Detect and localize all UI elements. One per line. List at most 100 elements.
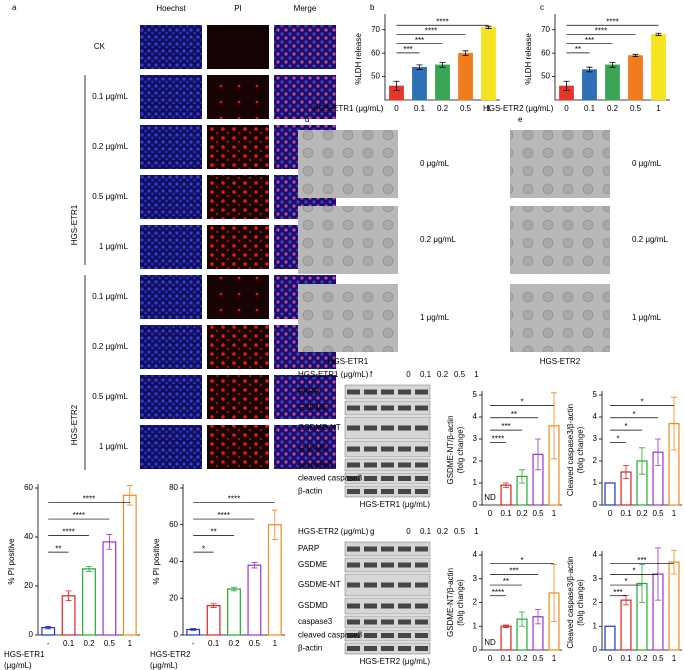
x-tick-label: 0 [394,104,399,113]
y-axis-label: % PI positive [152,538,161,585]
y-tick-label: 3 [473,434,478,443]
blot-band [347,603,360,609]
row-label: 0.5 μg/mL [92,392,128,401]
x-axis-label: HGS-ETR1 (μg/mL) [313,104,384,113]
bar [247,564,262,636]
micrograph [140,75,202,119]
lane-label: 0.2 [437,527,449,536]
y-tick-label: 1 [593,478,598,487]
blot-band [347,546,360,552]
error-bar [623,594,629,606]
micrograph [274,375,336,419]
blot-band [415,646,428,651]
x-tick-label: 1 [552,654,557,663]
blot-band [415,389,428,395]
y-tick-label: 2 [593,598,598,607]
x-tick-label: 0.1 [620,654,632,663]
blot-band [347,633,360,638]
significance-label: **** [492,435,504,444]
row-label: 0.2 μg/mL [92,142,128,151]
error-bar [639,447,645,475]
bar [435,64,450,101]
micrograph [140,125,202,169]
y-tick-label: 0 [473,500,478,509]
y-axis-label: GSDME-NT/β-actin [446,415,455,484]
blot-band [364,582,377,588]
error-bar [655,438,661,466]
error-bar [551,564,557,622]
y-tick-label: 60 [371,48,380,57]
error-bar [393,80,400,92]
y-tick-label: 70 [371,25,380,34]
error-bar [485,25,492,29]
y-axis-label: GSDME-NT/β-actin [446,568,455,637]
x-tick-label: 0.5 [630,104,642,113]
row-label: 0.1 μg/mL [92,92,128,101]
protein-label: PARP [298,544,319,553]
x-tick-label: 0.1 [584,104,596,113]
blot-band [364,633,377,638]
blot-band [415,476,428,481]
error-bar [271,509,278,540]
blot-band [347,446,360,452]
group-label: HGS-ETR1 [70,204,79,245]
lane-label: 0.5 [454,527,466,536]
x-tick-label: 0.1 [414,104,426,113]
error-bar [416,64,423,70]
error-bar [503,624,509,628]
blot-band [398,562,411,568]
blot-band [398,546,411,552]
bar [628,55,643,101]
error-bar [609,62,616,68]
bar [458,52,473,101]
y-tick-label: 0 [29,630,34,639]
y-axis-label: Cleaved caspase3/β-actin [566,404,575,496]
panel-title: HGS-ETR2 [540,357,581,366]
micrograph [207,225,269,269]
x-tick-label: 1 [552,509,557,518]
x-tick-label: 0.5 [532,509,544,518]
x-tick-label: 0.2 [636,654,648,663]
micrograph [207,125,269,169]
panel-letter: e [518,115,523,124]
y-axis-label: (folg change) [456,579,465,626]
significance-label: *** [509,566,518,575]
blot-band [347,405,360,411]
blot-band [347,582,360,588]
bar [267,524,282,636]
blot-footer: HGS-ETR2 (μg/mL) [360,657,431,666]
significance-label: *** [585,36,594,45]
x-tick-label: 1 [273,639,278,648]
y-tick-label: 1 [473,478,478,487]
y-axis-label: (folg change) [576,426,585,473]
blot-band [381,603,394,609]
blot-band [381,633,394,638]
significance-label: **** [228,495,240,504]
protein-label: caspase3 [298,617,333,626]
x-axis-label: (μg/mL) [150,661,178,670]
x-tick-label: 0.2 [437,104,449,113]
y-tick-label: 0 [174,630,179,639]
blot-band [398,425,411,431]
bar [122,494,137,636]
micrograph [140,225,202,269]
row-label: 0.2 μg/mL [92,342,128,351]
bar [227,588,241,636]
bar [582,69,597,101]
axis [182,484,285,636]
x-axis-label: HGS-ETR2 [150,650,191,659]
lane-label: 0 [406,370,411,379]
micrograph [207,175,269,219]
micrograph [140,375,202,419]
blot-band [347,425,360,431]
lane-label: 0.1 [420,527,432,536]
y-axis-label: (folg change) [456,426,465,473]
brightfield [510,284,610,352]
brightfield [298,130,398,198]
blot-band [415,446,428,452]
y-tick-label: 3 [473,574,478,583]
y-tick-label: 40 [24,532,33,541]
panel-letter: c [540,3,544,12]
y-tick-label: 4 [593,550,598,559]
micrograph [207,275,269,319]
